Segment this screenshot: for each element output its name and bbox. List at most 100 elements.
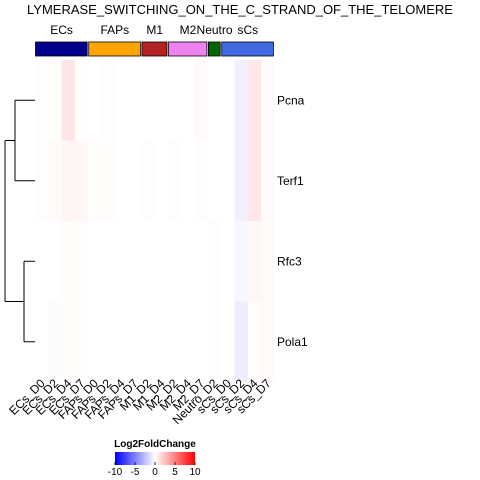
heatmap-cell <box>168 140 182 222</box>
heatmap-cell <box>168 221 182 302</box>
heatmap-cell <box>194 140 209 222</box>
heatmap-cell <box>35 221 49 302</box>
group-bar <box>221 41 274 57</box>
heatmap-cell <box>48 140 62 222</box>
heatmap-cell <box>114 60 129 141</box>
heatmap-cell <box>194 221 209 302</box>
heatmap-cell <box>88 140 102 222</box>
heatmap-cell <box>35 140 49 222</box>
heatmap-cell <box>48 60 62 141</box>
heatmap-cell <box>128 221 142 302</box>
heatmap-cell <box>221 301 235 383</box>
heatmap-cell <box>234 221 249 302</box>
heatmap-cell <box>101 301 116 383</box>
heatmap-cell <box>114 301 129 383</box>
heatmap-cell <box>48 221 62 302</box>
heatmap-cell <box>207 60 222 141</box>
heatmap-cell <box>74 140 89 222</box>
heatmap-cell <box>261 60 275 141</box>
group-bar <box>35 41 88 57</box>
heatmap-cell <box>74 60 89 141</box>
heatmap-cell <box>247 140 262 222</box>
heatmap-cell <box>247 301 262 383</box>
group-bar <box>168 41 208 57</box>
heatmap-cell <box>35 301 49 383</box>
legend-tick-label: -5 <box>131 467 140 478</box>
heatmap-cell <box>74 221 89 302</box>
heatmap-cell <box>61 60 76 141</box>
heatmap-cell <box>128 140 142 222</box>
heatmap-cell <box>234 140 249 222</box>
heatmap-cell <box>194 301 209 383</box>
heatmap-cell <box>194 60 209 141</box>
heatmap-cell <box>154 301 169 383</box>
heatmap-cell <box>74 301 89 383</box>
row-label: Terf1 <box>277 174 304 188</box>
legend-tick-label: 10 <box>189 467 201 478</box>
heatmap-cell <box>141 140 155 222</box>
group-label: M1 <box>146 23 163 37</box>
heatmap-cell <box>101 60 116 141</box>
row-label: Rfc3 <box>277 254 302 268</box>
legend-tick-label: 5 <box>172 467 178 478</box>
heatmap-cell <box>61 301 76 383</box>
column-group-annotation: ECs FAPs M1 M2 Neutro sCs <box>35 23 274 57</box>
heatmap-cell <box>181 301 195 383</box>
chart-title: LYMERASE_SWITCHING_ON_THE_C_STRAND_OF_TH… <box>27 2 453 17</box>
heatmap-cell <box>88 301 102 383</box>
group-bar <box>207 41 221 57</box>
heatmap-cell <box>154 60 169 141</box>
heatmap-cell <box>234 301 249 383</box>
heatmap-cell <box>88 60 102 141</box>
heatmap-cell <box>181 221 195 302</box>
group-bar <box>141 41 168 57</box>
heatmap-cell <box>101 140 116 222</box>
group-label: M2 <box>180 23 197 37</box>
heatmap-cell <box>261 221 275 302</box>
heatmap-cell <box>114 221 129 302</box>
heatmap-cell <box>247 60 262 141</box>
heatmap-cell <box>154 221 169 302</box>
row-label: Pola1 <box>277 335 308 349</box>
heatmap-cell <box>141 60 155 141</box>
group-label: ECs <box>50 23 73 37</box>
heatmap-cell <box>207 221 222 302</box>
group-label: FAPs <box>100 23 129 37</box>
heatmap-cell <box>221 140 235 222</box>
heatmap-cell <box>181 60 195 141</box>
color-legend: Log2FoldChange -10 -5 0 5 10 <box>108 439 201 478</box>
heatmap-cell <box>48 301 62 383</box>
legend-colorbar <box>115 452 195 465</box>
heatmap-cell <box>61 221 76 302</box>
row-labels: Pcna Terf1 Rfc3 Pola1 <box>277 93 308 349</box>
group-label: Neutro <box>197 23 233 37</box>
group-label: sCs <box>237 23 258 37</box>
heatmap-cell <box>261 301 275 383</box>
heatmap-cell <box>261 140 275 222</box>
heatmap-cell <box>207 301 222 383</box>
heatmap-cell <box>181 140 195 222</box>
heatmap-cell <box>141 301 155 383</box>
heatmap-cell <box>128 301 142 383</box>
legend-tick-label: -10 <box>108 467 123 478</box>
heatmap-cell <box>35 60 49 141</box>
heatmap-cell <box>207 140 222 222</box>
heatmap-cell <box>168 60 182 141</box>
column-labels: ECs_D0ECs_D2ECs_D4ECs_D7FAPs_D0FAPs_D2FA… <box>6 376 274 427</box>
heatmap-cell <box>247 221 262 302</box>
heatmap-cell <box>168 301 182 383</box>
heatmap-cell <box>88 221 102 302</box>
heatmap-cell <box>114 140 129 222</box>
heatmap-cell <box>221 221 235 302</box>
group-bar <box>88 41 141 57</box>
heatmap-cell <box>128 60 142 141</box>
legend-title: Log2FoldChange <box>114 439 196 450</box>
heatmap-cell <box>61 140 76 222</box>
heatmap-cell <box>221 60 235 141</box>
legend-tick-label: 0 <box>152 467 158 478</box>
heatmap-cell <box>101 221 116 302</box>
row-dendrogram <box>4 99 35 343</box>
heatmap-cell <box>234 60 249 141</box>
row-label: Pcna <box>277 93 305 107</box>
